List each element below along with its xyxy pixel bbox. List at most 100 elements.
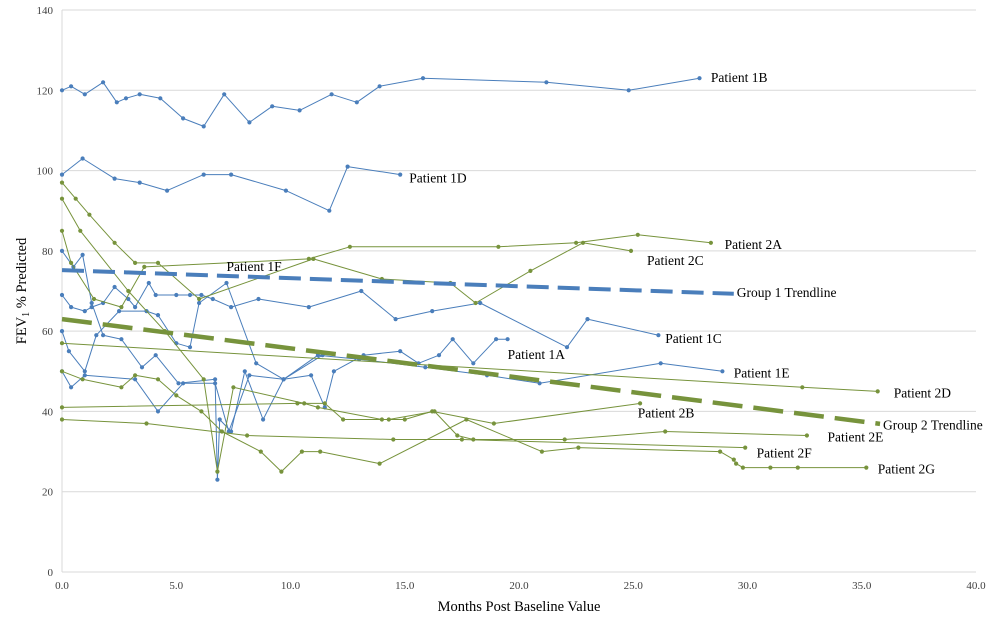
data-point-patient-1f — [139, 365, 145, 370]
data-point-patient-1f — [176, 381, 181, 386]
data-point-patient-1e — [423, 365, 428, 370]
data-point-patient-2a — [574, 240, 579, 245]
data-point-patient-1c — [112, 284, 117, 290]
data-point-patient-2a — [347, 244, 352, 249]
data-point-patient-1d — [229, 172, 234, 177]
series-label-patient-1e: Patient 1E — [734, 365, 790, 380]
data-point-patient-1b — [544, 80, 549, 85]
series-label-patient-1c: Patient 1C — [665, 331, 722, 346]
data-point-patient-1e — [213, 381, 218, 386]
data-point-patient-1b — [137, 92, 142, 97]
data-point-patient-2g — [740, 465, 746, 470]
data-point-patient-1f — [89, 300, 94, 306]
data-point-patient-1a — [197, 300, 202, 306]
data-point-patient-2c — [628, 248, 634, 253]
data-point-patient-1e — [720, 369, 725, 374]
data-point-patient-1a — [331, 369, 336, 374]
data-point-patient-2e — [663, 429, 668, 434]
data-point-patient-2g — [299, 449, 304, 454]
data-point-patient-1b — [626, 88, 631, 93]
y-tick-label: 120 — [37, 85, 54, 97]
data-point-patient-2c — [528, 268, 533, 273]
y-tick-label: 100 — [37, 166, 54, 178]
data-point-patient-1c — [430, 309, 435, 314]
data-point-patient-2g — [174, 393, 179, 398]
data-point-patient-1f — [217, 417, 222, 422]
x-tick-label: 35.0 — [852, 580, 872, 592]
data-point-patient-2g — [539, 449, 545, 454]
data-point-patient-2g — [133, 373, 138, 378]
data-point-patient-1b — [123, 96, 129, 101]
trendline-label-group-1-trendline: Group 1 Trendline — [737, 285, 837, 300]
data-point-patient-1a — [66, 349, 71, 354]
data-point-patient-1d — [80, 156, 85, 161]
data-point-patient-2d — [800, 385, 805, 390]
data-point-patient-2g — [219, 429, 224, 434]
data-point-patient-1a — [94, 333, 99, 338]
data-point-patient-2f — [391, 437, 396, 442]
data-point-patient-2c — [311, 256, 316, 261]
data-point-patient-1a — [117, 309, 122, 314]
y-tick-label: 0 — [48, 567, 54, 579]
data-point-patient-1a — [254, 361, 259, 366]
data-point-patient-1d — [59, 172, 65, 177]
data-point-patient-2c — [155, 260, 161, 265]
data-point-patient-1a — [82, 369, 87, 374]
data-point-patient-1c — [306, 305, 311, 310]
y-axis-ticks: 0 20 40 60 80 100 120 140 — [37, 5, 54, 579]
data-point-patient-1d — [327, 208, 332, 213]
data-point-patient-2g — [279, 469, 284, 474]
data-point-patient-1e — [82, 373, 87, 378]
data-point-patient-2b — [231, 385, 236, 390]
x-tick-label: 10.0 — [281, 580, 301, 592]
data-point-patient-1c — [69, 305, 74, 310]
series-label-patient-2b: Patient 2B — [638, 405, 695, 420]
data-point-patient-2g — [199, 409, 204, 414]
y-axis-title-rest: % Predicted — [14, 237, 30, 312]
trendline-group-2-trendline — [61, 316, 881, 427]
data-point-patient-2c — [59, 180, 65, 185]
series-label-patient-1f: Patient 1F — [227, 259, 283, 274]
data-point-patient-2a — [91, 296, 97, 302]
data-point-patient-2a — [59, 228, 65, 233]
data-point-patient-2b — [638, 401, 643, 406]
data-point-patient-1a — [224, 280, 229, 286]
series-label-patient-2d: Patient 2D — [894, 385, 952, 400]
series-line-patient-2a — [61, 230, 711, 308]
data-point-patient-1f — [80, 252, 85, 257]
data-point-patient-1e — [155, 409, 161, 414]
data-point-patient-1c — [393, 317, 398, 322]
x-tick-label: 20.0 — [509, 580, 529, 592]
data-point-patient-2e — [562, 437, 567, 442]
series-label-patient-2c: Patient 2C — [647, 253, 704, 268]
data-point-patient-2g — [768, 465, 773, 470]
series-label-patient-1a: Patient 1A — [508, 347, 566, 362]
data-point-patient-1f — [59, 248, 65, 253]
data-point-patient-1a — [187, 345, 193, 350]
data-point-patient-2g — [718, 449, 723, 454]
y-axis-title: FEV1 % Predicted — [14, 237, 32, 344]
series-label-patient-1d: Patient 1D — [409, 171, 467, 186]
data-point-patient-1d — [137, 180, 142, 185]
series-line-patient-2b — [61, 198, 641, 473]
y-tick-label: 60 — [42, 326, 54, 338]
y-axis-title-subscript: 1 — [21, 312, 32, 317]
data-point-patient-1b — [181, 116, 186, 121]
x-tick-label: 0.0 — [55, 580, 69, 592]
data-point-patient-1f — [101, 333, 106, 338]
data-point-patient-2g — [155, 377, 161, 382]
data-point-patient-2a — [142, 264, 147, 269]
data-point-patient-2g — [258, 449, 263, 454]
data-point-patient-1b — [297, 108, 302, 113]
data-point-patient-1c — [153, 292, 158, 298]
data-point-patient-2g — [377, 461, 382, 466]
data-point-patient-1c — [564, 345, 570, 350]
data-point-patient-2g — [734, 461, 739, 466]
data-point-patient-1b — [697, 76, 702, 81]
data-point-patient-2g — [318, 449, 323, 454]
data-point-patient-1b — [69, 84, 74, 89]
data-point-patient-2g — [80, 377, 85, 382]
data-point-patient-1b — [354, 100, 359, 105]
data-point-patient-2b — [59, 196, 65, 201]
